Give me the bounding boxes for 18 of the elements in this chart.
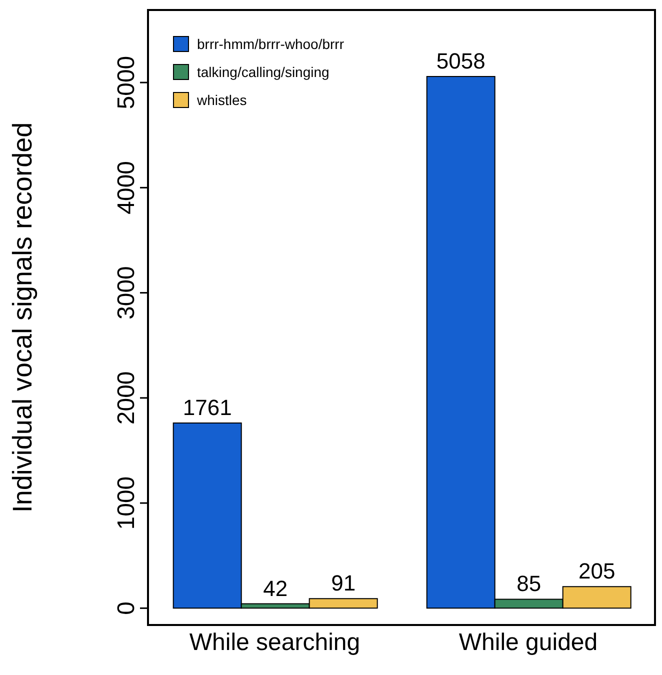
x-tick-label: While searching [189,629,360,656]
y-tick-label: 0 [113,602,140,615]
y-tick-label: 4000 [113,160,140,214]
y-tick-label: 3000 [113,266,140,320]
data-label: 85 [516,571,542,596]
data-label: 205 [578,558,616,584]
data-label: 42 [263,576,288,601]
data-label: 5058 [436,48,486,74]
legend-label: brrr-hmm/brrr-whoo/brrr [197,36,344,52]
legend-label: whistles [197,92,247,108]
data-label: 1761 [182,395,232,420]
y-tick-label: 5000 [113,56,140,110]
data-label: 91 [331,570,356,596]
y-axis-title: Individual vocal signals recorded [8,122,38,513]
x-tick-label: While guided [458,629,598,656]
y-tick-label: 2000 [113,371,140,425]
legend-label: talking/calling/singing [197,64,330,80]
y-tick-label: 1000 [113,476,140,530]
